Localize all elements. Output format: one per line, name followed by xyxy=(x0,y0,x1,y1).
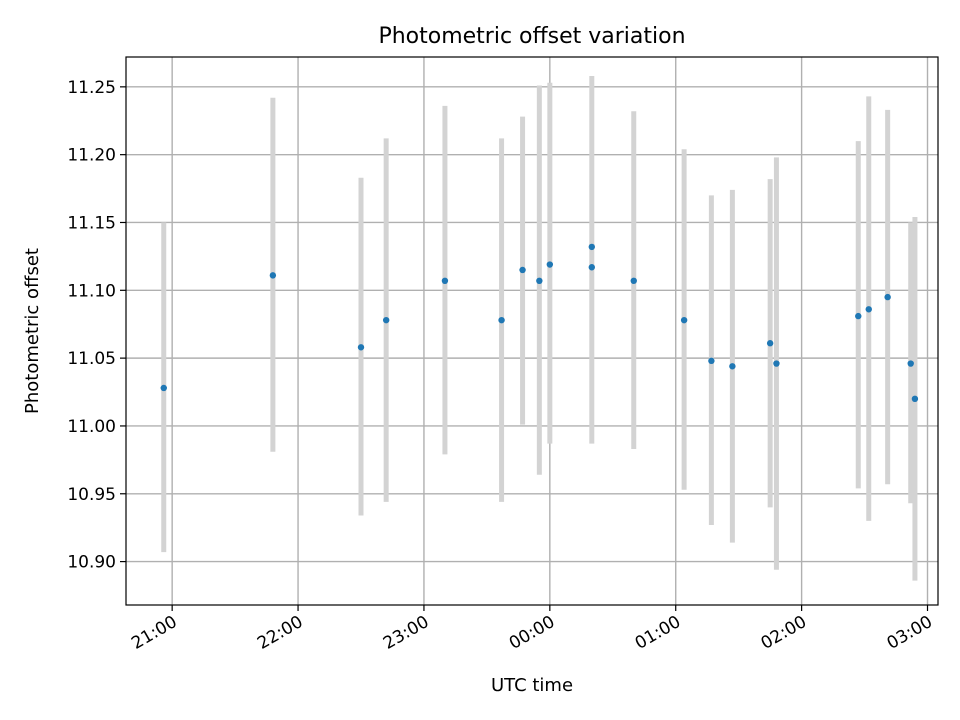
data-point xyxy=(907,360,914,367)
data-point xyxy=(269,272,277,279)
data-point xyxy=(680,316,688,324)
data-point xyxy=(160,384,167,392)
y-tick-label: 10.95 xyxy=(67,485,116,505)
data-point xyxy=(498,316,505,324)
data-point xyxy=(884,293,891,301)
plot-frame xyxy=(125,56,939,606)
y-tick-label: 11.00 xyxy=(67,417,116,437)
y-tick-label: 10.90 xyxy=(67,553,116,573)
chart-title: Photometric offset variation xyxy=(378,24,685,49)
data-point xyxy=(911,395,919,403)
y-axis-ticks: 10.90 10.95 11.00 11.05 11.10 11.15 11.20 11.25 xyxy=(67,78,126,573)
x-tick-label: 00:00 xyxy=(506,612,558,654)
grid-lines xyxy=(126,57,938,605)
data-point xyxy=(708,357,715,365)
x-tick-label: 22:00 xyxy=(254,612,306,654)
data-point xyxy=(546,261,554,268)
data-point xyxy=(855,312,862,320)
data-point xyxy=(536,277,543,285)
data-point xyxy=(357,344,365,351)
data-points xyxy=(160,243,919,403)
data-point xyxy=(630,277,637,285)
y-tick-label: 11.15 xyxy=(67,213,116,233)
y-tick-label: 11.05 xyxy=(67,349,116,369)
data-point xyxy=(588,243,595,251)
x-tick-label: 03:00 xyxy=(884,612,936,654)
data-point xyxy=(519,266,526,274)
x-tick-label: 21:00 xyxy=(128,612,180,654)
data-point xyxy=(588,264,595,271)
data-point xyxy=(766,340,774,347)
data-point xyxy=(382,316,390,324)
y-tick-label: 11.10 xyxy=(67,281,116,301)
data-point xyxy=(729,363,736,370)
y-tick-label: 11.20 xyxy=(67,146,116,166)
x-tick-label: 01:00 xyxy=(632,612,684,654)
data-point xyxy=(865,306,872,313)
y-axis-label: Photometric offset xyxy=(22,248,43,414)
data-point xyxy=(773,360,780,367)
x-tick-label: 23:00 xyxy=(380,612,432,654)
y-tick-label: 11.25 xyxy=(67,78,116,98)
data-point xyxy=(441,277,449,285)
x-tick-label: 02:00 xyxy=(758,612,810,654)
x-axis-label: UTC time xyxy=(491,675,573,696)
x-axis-ticks: 21:00 22:00 23:00 00:00 01:00 02:00 03:00 xyxy=(128,605,936,654)
